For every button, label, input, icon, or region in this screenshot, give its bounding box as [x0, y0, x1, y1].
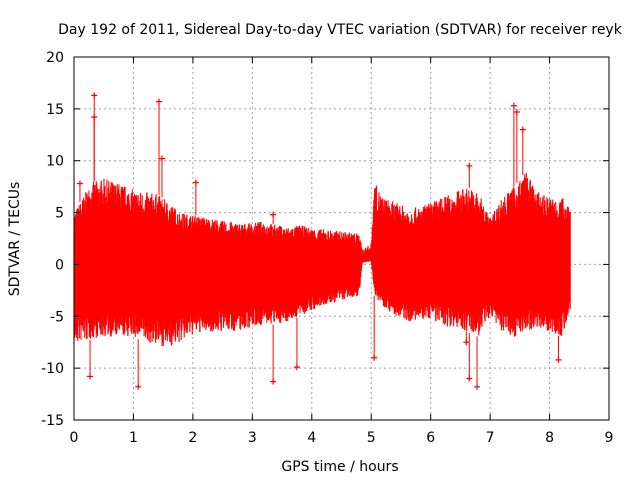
outlier-point	[91, 114, 98, 121]
x-tick-label: 8	[545, 430, 554, 446]
outlier-point	[158, 155, 165, 162]
outlier-point	[466, 162, 473, 169]
y-tick-label: 20	[46, 50, 64, 66]
outlier-point	[371, 354, 378, 361]
outlier-point	[270, 211, 277, 218]
chart-title: Day 192 of 2011, Sidereal Day-to-day VTE…	[58, 22, 623, 38]
y-tick-label: -5	[50, 309, 64, 325]
y-tick-label: -15	[41, 413, 64, 429]
data-layer	[73, 92, 571, 390]
x-tick-label: 9	[605, 430, 614, 446]
plot-frame	[73, 56, 610, 421]
ticks: 0 1 2 3 4 5 6 7 8 9 -15 -10 -5 0 5 10 15 20	[41, 50, 613, 446]
outlier-point	[135, 383, 142, 390]
y-tick-label: 10	[46, 154, 64, 170]
y-tick-label: -10	[41, 361, 64, 377]
outlier-point	[513, 108, 520, 115]
x-tick-label: 0	[70, 430, 79, 446]
x-tick-label: 5	[367, 430, 376, 446]
x-tick-label: 7	[486, 430, 495, 446]
x-tick-label: 6	[426, 430, 435, 446]
x-axis-title: GPS time / hours	[281, 459, 398, 475]
y-tick-label: 5	[55, 206, 64, 222]
outlier-point	[555, 356, 562, 363]
x-tick-label: 3	[248, 430, 257, 446]
y-axis-title: SDTVAR / TECUs	[7, 182, 23, 297]
outlier-point	[474, 383, 481, 390]
data-band-core	[74, 199, 571, 323]
outlier-point	[192, 179, 199, 186]
outlier-point	[466, 375, 473, 382]
outlier-point	[270, 378, 277, 385]
outlier-point	[510, 102, 517, 109]
outlier-point	[76, 180, 83, 187]
outlier-point	[463, 339, 470, 346]
x-tick-label: 1	[129, 430, 138, 446]
outlier-point	[87, 373, 94, 380]
outlier-point	[156, 98, 163, 105]
outlier-point	[293, 364, 300, 371]
outlier-point	[519, 126, 526, 133]
y-tick-label: 0	[55, 257, 64, 273]
outlier-point	[91, 92, 98, 99]
x-tick-label: 4	[307, 430, 316, 446]
x-tick-label: 2	[188, 430, 197, 446]
y-tick-label: 15	[46, 102, 64, 118]
